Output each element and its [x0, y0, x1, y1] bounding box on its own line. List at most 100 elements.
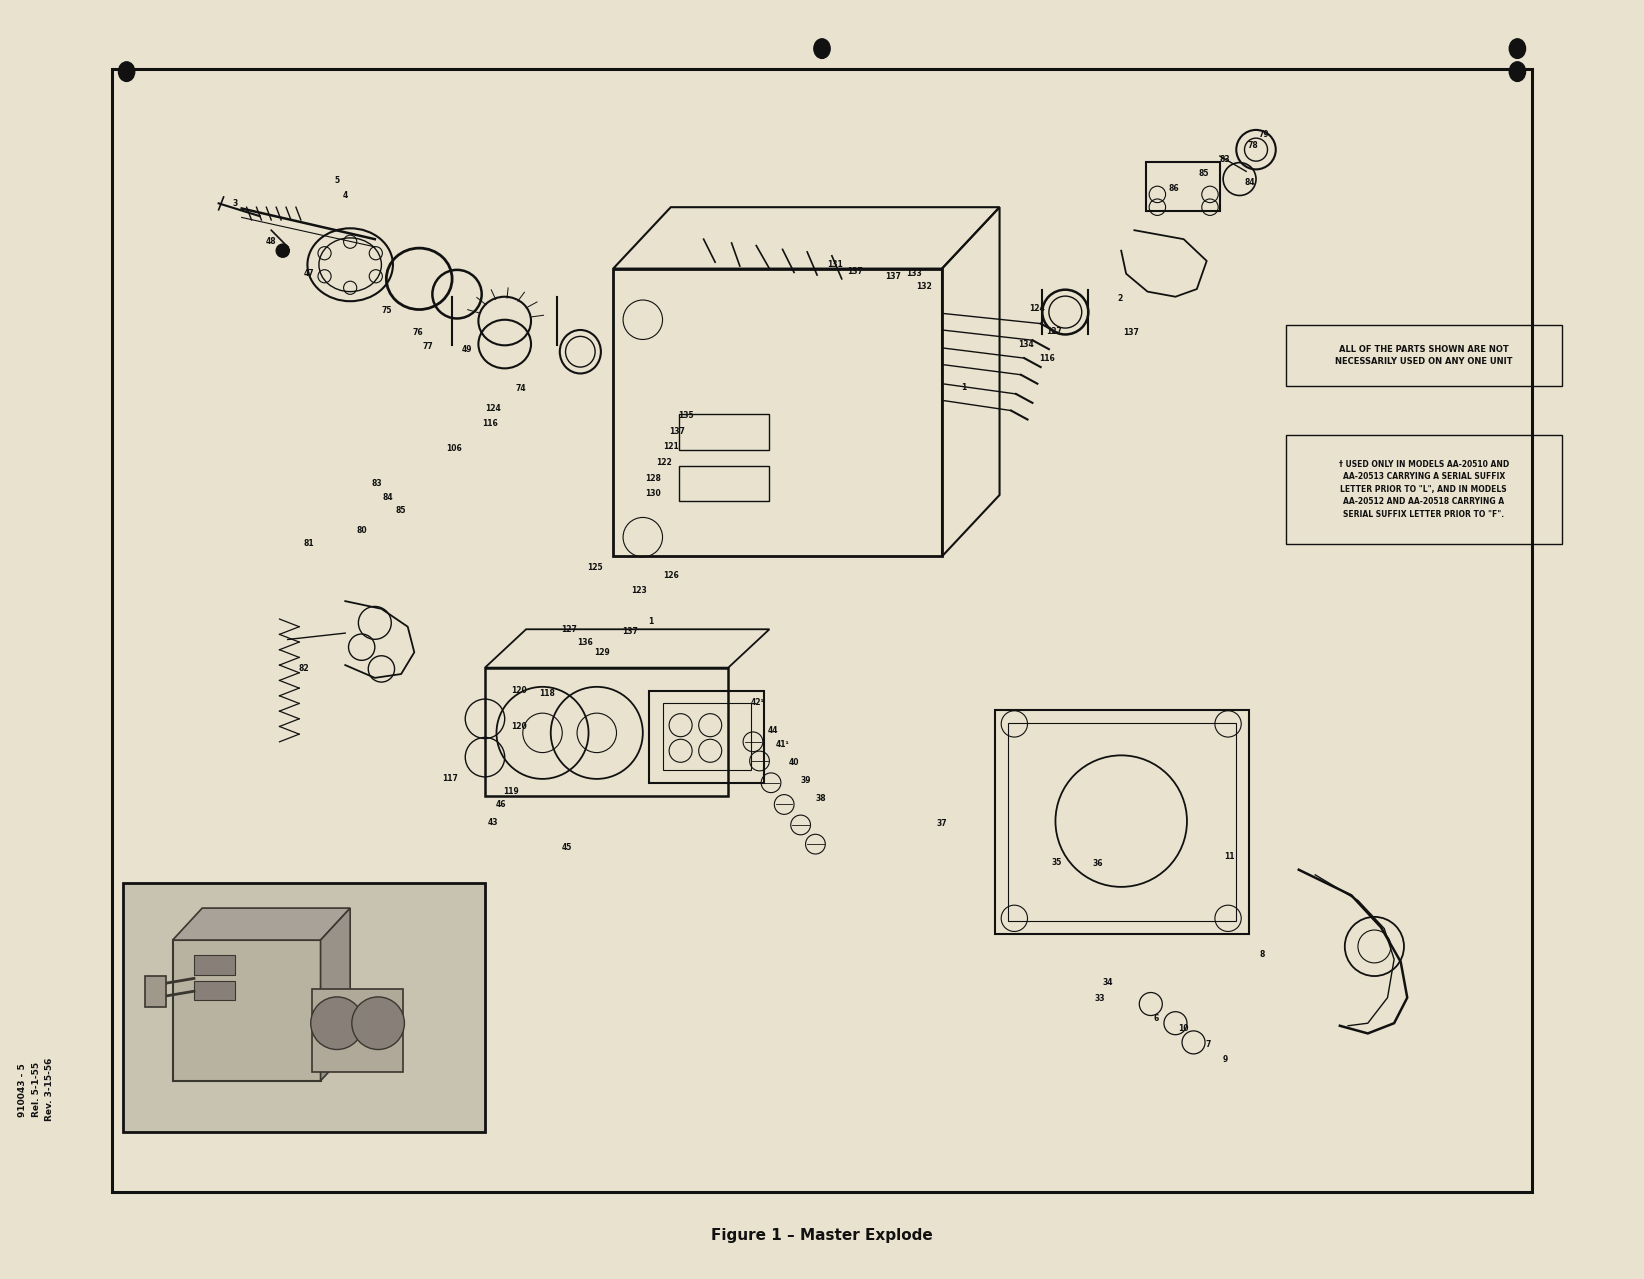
- Text: 76: 76: [413, 327, 423, 338]
- Text: 44: 44: [768, 725, 778, 735]
- Ellipse shape: [1509, 38, 1526, 59]
- Polygon shape: [173, 908, 350, 940]
- Text: 85: 85: [396, 505, 406, 515]
- Circle shape: [311, 996, 363, 1050]
- Text: 34: 34: [1103, 977, 1113, 987]
- Text: 133: 133: [906, 269, 922, 279]
- Ellipse shape: [118, 61, 135, 82]
- Text: 137: 137: [669, 426, 686, 436]
- Text: 137: 137: [1123, 327, 1139, 338]
- Text: 118: 118: [539, 688, 556, 698]
- Text: 84: 84: [1245, 178, 1254, 188]
- Text: 75: 75: [381, 306, 391, 316]
- Text: 43: 43: [488, 817, 498, 828]
- Text: 36: 36: [1093, 858, 1103, 868]
- Text: 129: 129: [593, 647, 610, 657]
- Text: 10: 10: [1179, 1023, 1189, 1033]
- Text: 83: 83: [372, 478, 381, 489]
- Text: 122: 122: [656, 458, 672, 468]
- Text: 121: 121: [663, 441, 679, 451]
- Bar: [485, 668, 728, 796]
- Text: 47: 47: [304, 269, 314, 279]
- Text: 82: 82: [299, 664, 309, 674]
- Text: 120: 120: [511, 721, 528, 732]
- Text: 1: 1: [960, 382, 967, 393]
- Polygon shape: [321, 908, 350, 1081]
- Text: 910043 - 5
Rel. 5-1-55
Rev. 3-15-56: 910043 - 5 Rel. 5-1-55 Rev. 3-15-56: [18, 1058, 54, 1122]
- Text: 11: 11: [1225, 852, 1235, 862]
- Text: 119: 119: [503, 787, 520, 797]
- Ellipse shape: [1509, 61, 1526, 82]
- Text: 117: 117: [442, 774, 459, 784]
- Text: 33: 33: [1095, 994, 1105, 1004]
- Text: 9: 9: [1221, 1054, 1228, 1064]
- Text: 6: 6: [1152, 1013, 1159, 1023]
- Bar: [1008, 723, 1236, 921]
- Bar: [145, 976, 166, 1007]
- Text: 123: 123: [631, 586, 648, 596]
- Text: 40: 40: [789, 757, 799, 767]
- Bar: [995, 710, 1249, 934]
- Text: 126: 126: [663, 570, 679, 581]
- Text: † USED ONLY IN MODELS AA-20510 AND
AA-20513 CARRYING A SERIAL SUFFIX
LETTER PRIO: † USED ONLY IN MODELS AA-20510 AND AA-20…: [1338, 459, 1509, 519]
- Bar: [112, 69, 1532, 1192]
- Ellipse shape: [814, 38, 830, 59]
- Bar: [194, 981, 235, 1000]
- Text: 48: 48: [266, 237, 276, 247]
- Text: 37: 37: [937, 819, 947, 829]
- Text: 79: 79: [1259, 129, 1269, 139]
- Text: 45: 45: [562, 843, 572, 853]
- Text: 127: 127: [561, 624, 577, 634]
- Text: 4: 4: [342, 191, 349, 201]
- Text: 106: 106: [446, 444, 462, 454]
- Text: 131: 131: [827, 260, 843, 270]
- Text: 8: 8: [1259, 949, 1266, 959]
- Text: 116: 116: [482, 418, 498, 428]
- Text: 135: 135: [677, 411, 694, 421]
- Text: 81: 81: [304, 538, 314, 549]
- Circle shape: [352, 996, 404, 1050]
- Text: 83: 83: [1220, 155, 1230, 165]
- Bar: [1286, 435, 1562, 544]
- Text: 2: 2: [1116, 293, 1123, 303]
- Text: 46: 46: [496, 799, 506, 810]
- Text: 128: 128: [644, 473, 661, 483]
- Text: 134: 134: [1018, 339, 1034, 349]
- Text: 74: 74: [516, 384, 526, 394]
- Text: 38: 38: [815, 793, 825, 803]
- Bar: [1146, 162, 1220, 211]
- Text: 137: 137: [621, 627, 638, 637]
- Text: 7: 7: [1205, 1040, 1212, 1050]
- Text: 130: 130: [644, 489, 661, 499]
- Bar: [679, 466, 769, 501]
- Text: 42¹: 42¹: [751, 697, 764, 707]
- Text: 80: 80: [357, 526, 367, 536]
- Text: 77: 77: [423, 341, 432, 352]
- Text: 120: 120: [511, 686, 528, 696]
- Text: Figure 1 – Master Explode: Figure 1 – Master Explode: [712, 1228, 932, 1243]
- Text: 136: 136: [577, 637, 593, 647]
- Bar: [194, 955, 235, 975]
- Bar: [679, 414, 769, 450]
- Bar: [123, 883, 485, 1132]
- Text: ALL OF THE PARTS SHOWN ARE NOT
NECESSARILY USED ON ANY ONE UNIT: ALL OF THE PARTS SHOWN ARE NOT NECESSARI…: [1335, 345, 1512, 366]
- Text: 132: 132: [916, 281, 932, 292]
- Text: 124: 124: [1029, 303, 1046, 313]
- Bar: [613, 269, 942, 556]
- Bar: [1286, 325, 1562, 386]
- Text: 116: 116: [1039, 353, 1055, 363]
- Text: 124: 124: [485, 403, 501, 413]
- Bar: [312, 989, 403, 1072]
- Text: 78: 78: [1248, 141, 1258, 151]
- Text: 85: 85: [1198, 169, 1208, 179]
- Text: 125: 125: [587, 563, 603, 573]
- Bar: [663, 703, 751, 770]
- Text: 137: 137: [847, 266, 863, 276]
- Bar: [173, 940, 321, 1081]
- Text: 84: 84: [383, 492, 393, 503]
- Text: 5: 5: [334, 175, 340, 185]
- Text: 137: 137: [884, 271, 901, 281]
- Text: 49: 49: [462, 344, 472, 354]
- Text: 41¹: 41¹: [776, 739, 789, 749]
- Text: 39: 39: [801, 775, 810, 785]
